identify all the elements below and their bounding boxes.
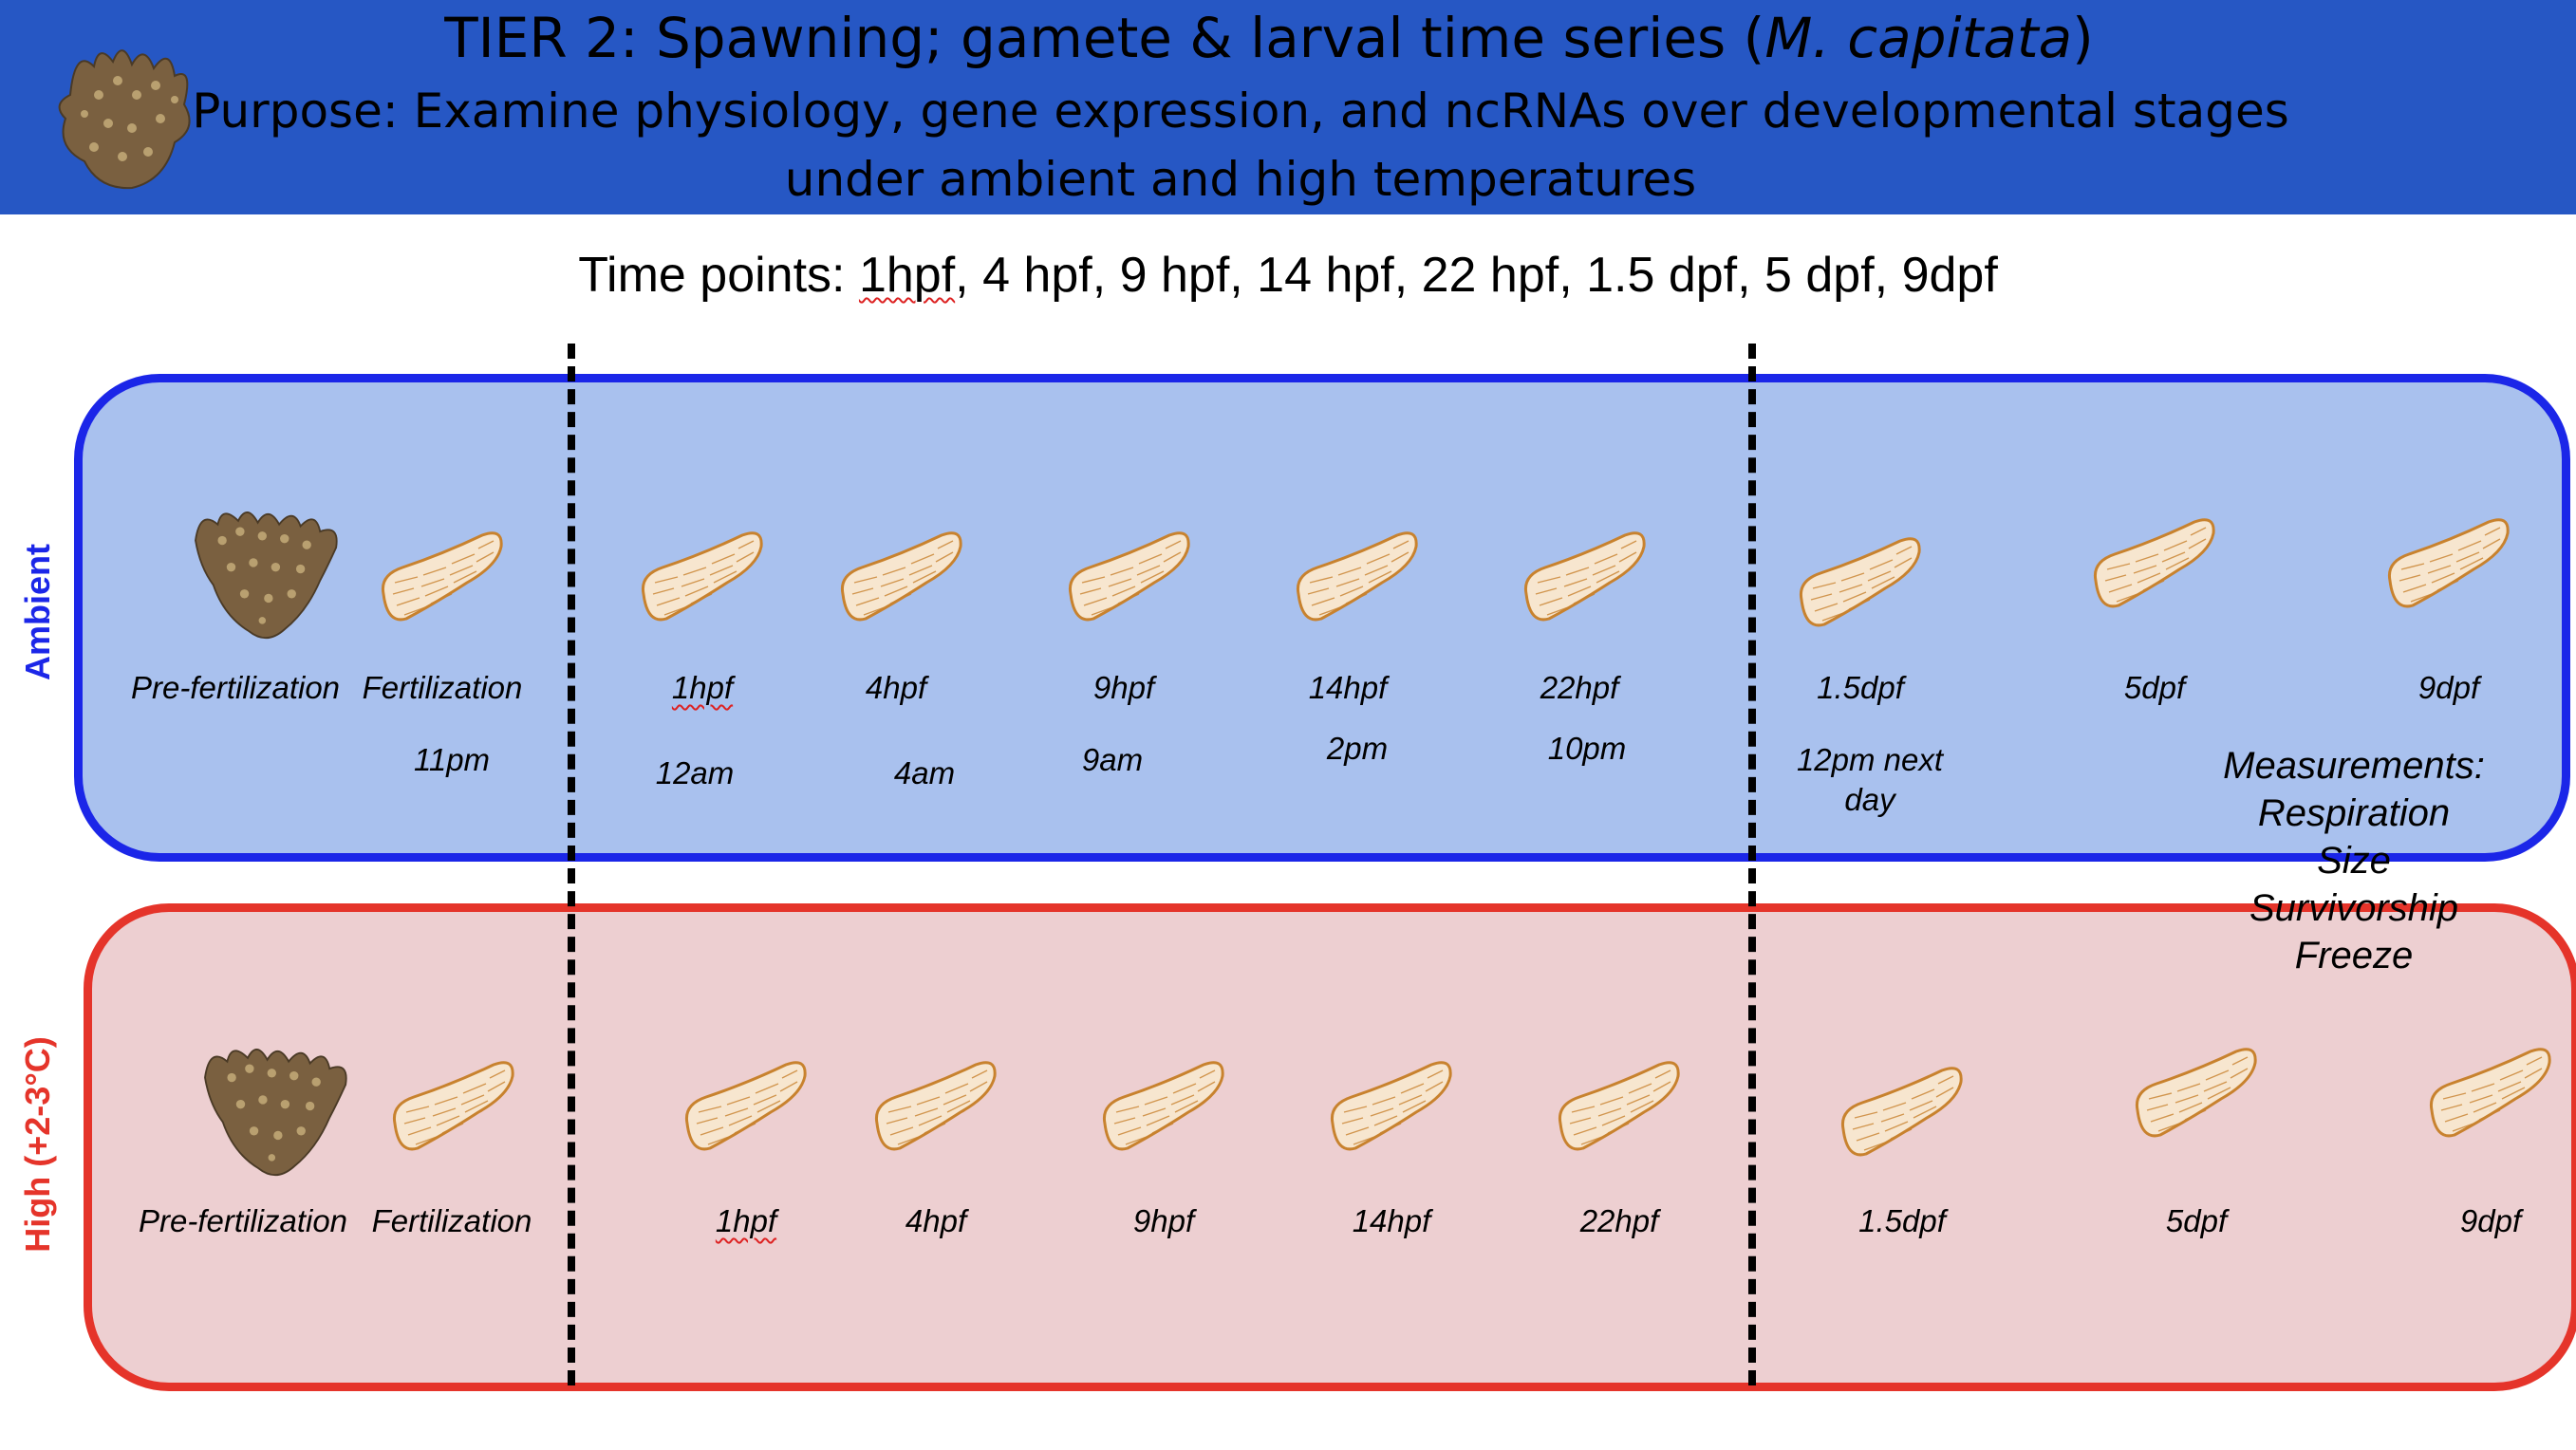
- high-stage-label: 22hpf: [1579, 1203, 1659, 1238]
- ambient-stage-time: 2pm: [1326, 731, 1389, 766]
- measurement-item: Size: [2317, 840, 2391, 882]
- dashed-divider-left: [568, 344, 575, 1385]
- measurement-item: Respiration: [2257, 792, 2451, 834]
- header-banner: TIER 2: Spawning; gamete & larval time s…: [0, 0, 2576, 214]
- measurements-title: Measurements:: [2223, 745, 2485, 787]
- ambient-stage-label: 22hpf: [1540, 670, 1619, 705]
- ambient-stage-time: 10pm: [1547, 731, 1627, 766]
- planula-larva-icon: [2387, 518, 2510, 608]
- ambient-label: Ambient: [18, 544, 57, 680]
- high-stage-label: Fertilization: [371, 1203, 532, 1238]
- planula-larva-icon: [2135, 1048, 2257, 1138]
- coral-colony-icon: [58, 49, 191, 190]
- high-stage-label: 9dpf: [2459, 1203, 2522, 1238]
- header-purpose-line-2: under ambient and high temperatures: [784, 152, 1697, 207]
- ambient-stage-label: 9hpf: [1092, 670, 1155, 705]
- ambient-stage-label: 4hpf: [865, 670, 927, 705]
- ambient-stage-time: 12am: [655, 755, 735, 790]
- planula-larva-icon: [381, 531, 503, 622]
- planula-larva-icon: [1102, 1061, 1224, 1151]
- ambient-stage-label: 9dpf: [2417, 670, 2480, 705]
- planula-larva-icon: [1296, 531, 1418, 622]
- header-title: TIER 2: Spawning; gamete & larval time s…: [444, 6, 2094, 70]
- dashed-divider-right: [1748, 344, 1756, 1385]
- planula-larva-icon: [641, 531, 763, 622]
- planula-larva-icon: [1330, 1061, 1452, 1151]
- ambient-stage-time: 12pm next day: [1796, 742, 1944, 817]
- planula-larva-icon: [684, 1061, 807, 1151]
- ambient-stage-label: 5dpf: [2123, 670, 2186, 705]
- coral-colony-icon: [195, 511, 338, 640]
- planula-larva-icon: [874, 1061, 997, 1151]
- ambient-stage-label: Pre-fertilization: [130, 670, 341, 705]
- measurements-list: Measurements: Respiration Size Survivors…: [2223, 742, 2485, 979]
- coral-colony-icon: [204, 1049, 347, 1177]
- planula-larva-icon: [2093, 518, 2215, 608]
- ambient-stage-time: 11pm: [413, 742, 491, 777]
- timepoints-line: Time points: 1hpf, 4 hpf, 9 hpf, 14 hpf,…: [578, 248, 1998, 303]
- ambient-stage-time: 9am: [1081, 742, 1144, 777]
- high-stage-label: 1.5dpf: [1858, 1203, 1946, 1238]
- planula-larva-icon: [1840, 1067, 1963, 1157]
- ambient-stage-label: Fertilization: [362, 670, 523, 705]
- planula-larva-icon: [1558, 1061, 1680, 1151]
- high-stage-label: Pre-fertilization: [138, 1203, 348, 1238]
- header-purpose-line-1: Purpose: Examine physiology, gene expres…: [192, 84, 2289, 139]
- ambient-stage-label: 1hpf: [671, 670, 734, 705]
- high-temperature-panel: [84, 903, 2576, 1391]
- measurement-item: Freeze: [2294, 935, 2414, 976]
- high-stage-label: 5dpf: [2165, 1203, 2228, 1238]
- planula-larva-icon: [840, 531, 962, 622]
- planula-larva-icon: [1068, 531, 1190, 622]
- high-stage-label: 4hpf: [905, 1203, 967, 1238]
- ambient-stage-label: 14hpf: [1308, 670, 1388, 705]
- high-stage-label: 9hpf: [1132, 1203, 1195, 1238]
- high-stage-label: 14hpf: [1352, 1203, 1431, 1238]
- species-name: M. capitata: [1764, 6, 2073, 70]
- measurement-item: Survivorship: [2249, 887, 2459, 929]
- planula-larva-icon: [1523, 531, 1646, 622]
- high-temperature-label: High (+2-3°C): [18, 1036, 57, 1253]
- planula-larva-icon: [2429, 1048, 2551, 1138]
- planula-larva-icon: [392, 1061, 514, 1151]
- high-stage-label: 1hpf: [715, 1203, 777, 1238]
- planula-larva-icon: [1799, 537, 1921, 627]
- ambient-stage-label: 1.5dpf: [1817, 670, 1904, 705]
- ambient-stage-time: 4am: [893, 755, 956, 790]
